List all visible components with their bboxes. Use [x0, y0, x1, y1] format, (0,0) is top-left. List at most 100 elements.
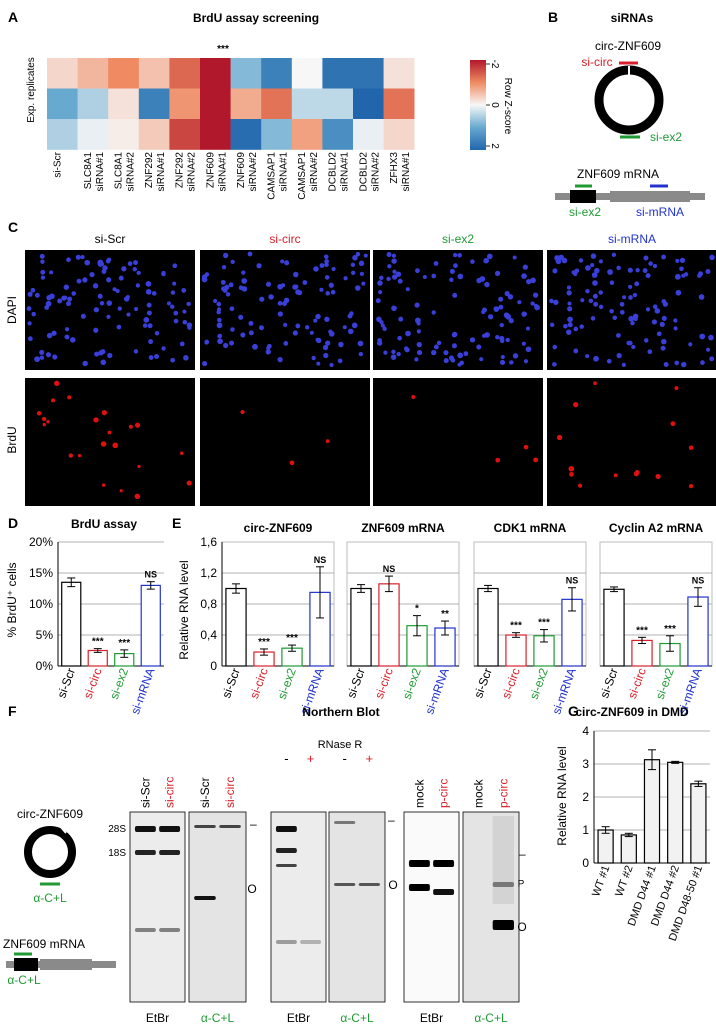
dapi-nucleus [705, 269, 711, 275]
dapi-nucleus [499, 359, 506, 365]
brdu-nucleus [46, 419, 50, 424]
dapi-nucleus [552, 344, 558, 350]
dapi-nucleus [643, 255, 649, 261]
brdu-nucleus [578, 483, 583, 488]
y-tick-label: 15% [29, 566, 53, 580]
significance-label: ** [441, 609, 449, 620]
dapi-nucleus [280, 283, 286, 288]
brdu-nucleus [556, 434, 563, 441]
mrna-label: ZNF609 mRNA [577, 167, 659, 181]
dapi-nucleus [379, 275, 384, 281]
dapi-nucleus [567, 301, 572, 306]
brdu-nucleus [180, 451, 184, 456]
dapi-nucleus [574, 268, 580, 274]
gel-band [408, 860, 430, 867]
dapi-nucleus [552, 362, 557, 367]
dapi-nucleus [673, 318, 678, 323]
dapi-nucleus [223, 342, 229, 349]
brdu-nucleus [107, 430, 112, 435]
dapi-nucleus [229, 306, 235, 312]
dapi-nucleus [328, 331, 335, 337]
dapi-nucleus [322, 344, 329, 351]
bar [477, 587, 499, 667]
dapi-nucleus [354, 285, 361, 291]
gel-band [275, 848, 297, 853]
bar [505, 634, 527, 667]
dapi-nucleus [224, 284, 230, 290]
brdu-background [25, 378, 195, 506]
dapi-nucleus [499, 322, 504, 328]
dapi-nucleus [616, 265, 621, 271]
heatmap-cell [353, 119, 384, 150]
dapi-nucleus [89, 272, 95, 278]
heatmap-significance: *** [217, 44, 229, 55]
dapi-nucleus [216, 322, 223, 329]
dapi-nucleus [481, 333, 487, 338]
dapi-nucleus [415, 268, 420, 274]
microscopy-column-header: si-mRNA [608, 232, 656, 246]
colorbar-tick-bottom: 2 [489, 143, 500, 149]
dapi-nucleus [115, 288, 120, 294]
panel-d-ylabel: % BrdU⁺ cells [5, 562, 19, 637]
dapi-nucleus [578, 258, 584, 263]
brdu-nucleus [134, 422, 141, 428]
dapi-nucleus [266, 343, 272, 349]
dapi-nucleus [63, 295, 68, 300]
panel-b-title: siRNAs [611, 11, 654, 25]
si-circ-label: si-circ [581, 55, 612, 69]
dapi-nucleus [183, 355, 189, 361]
chart-title: CDK1 mRNA [494, 521, 567, 535]
heatmap-cell [169, 119, 201, 150]
microscopy-column-header: si-ex2 [442, 232, 474, 246]
y-tick-label: 20% [29, 535, 53, 549]
dapi-nucleus [97, 259, 104, 266]
lane-label: si-circ [223, 777, 237, 808]
category-label: si-circ [247, 666, 271, 700]
dapi-nucleus [319, 287, 324, 292]
dapi-nucleus [228, 282, 234, 288]
dapi-nucleus [505, 337, 510, 343]
gel-band [275, 864, 297, 867]
gel-band [159, 850, 181, 855]
dapi-nucleus [443, 350, 449, 356]
dapi-nucleus [325, 291, 330, 296]
gel-band [275, 826, 297, 832]
heatmap-cell [47, 119, 78, 150]
dapi-nucleus [213, 298, 218, 304]
dapi-nucleus [283, 297, 290, 304]
dapi-nucleus [116, 324, 122, 330]
dapi-nucleus [52, 354, 58, 360]
dapi-nucleus [616, 352, 622, 359]
dapi-nucleus [452, 331, 458, 338]
dapi-nucleus [591, 272, 598, 278]
dapi-nucleus [521, 273, 527, 279]
y-tick-label: 0% [36, 659, 54, 673]
dapi-nucleus [248, 320, 254, 326]
dapi-nucleus [675, 258, 680, 263]
dapi-nucleus [405, 287, 410, 292]
dapi-nucleus [313, 318, 318, 323]
dapi-nucleus [422, 275, 427, 280]
dapi-nucleus [699, 333, 706, 340]
dapi-nucleus [146, 310, 152, 316]
dapi-nucleus [706, 347, 711, 352]
dapi-nucleus [26, 306, 32, 311]
dapi-nucleus [697, 271, 704, 277]
dapi-nucleus [351, 322, 358, 329]
dapi-nucleus [121, 266, 127, 272]
lane-label: - [343, 751, 347, 766]
dapi-nucleus [293, 271, 299, 278]
brdu-nucleus [101, 410, 107, 416]
dapi-nucleus [580, 298, 585, 303]
dapi-nucleus [166, 301, 172, 306]
brdu-background [547, 378, 716, 506]
heatmap-cell [230, 119, 262, 150]
panel-c: C si-Scr si-circ si-ex2 si-mRNA DAPI BrdU [5, 219, 716, 506]
dapi-nucleus [525, 326, 530, 331]
dapi-nucleus [277, 311, 283, 317]
dapi-nucleus [93, 307, 99, 313]
dapi-nucleus [396, 351, 401, 357]
dapi-nucleus [40, 259, 45, 264]
bar [140, 584, 161, 667]
dapi-nucleus [452, 252, 458, 258]
